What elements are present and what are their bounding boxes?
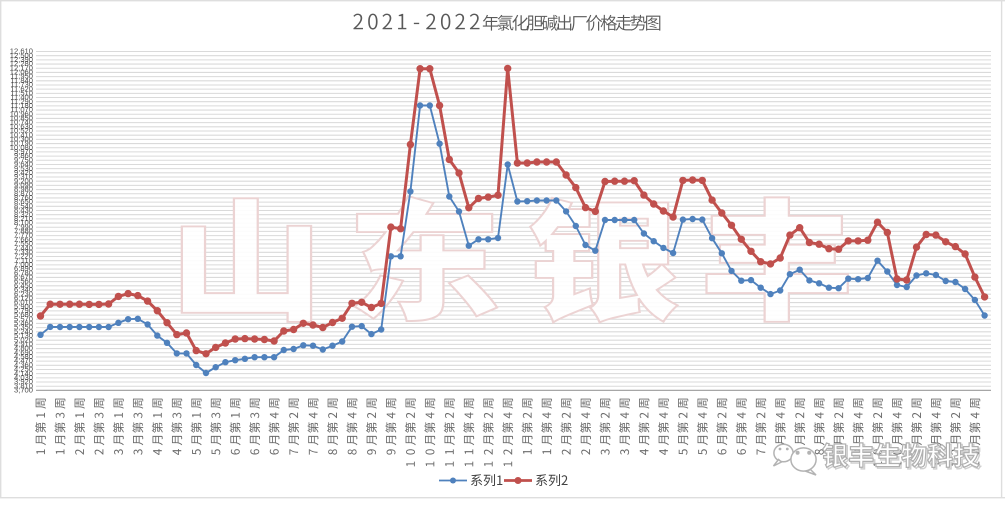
svg-text:11,070: 11,070 [10,105,33,114]
svg-text:6,450: 6,450 [14,281,33,290]
svg-text:9,310: 9,310 [14,172,33,181]
svg-text:10,080: 10,080 [10,143,33,152]
svg-text:10,740: 10,740 [10,118,33,127]
svg-text:9,860: 9,860 [14,151,33,160]
svg-text:5,020: 5,020 [14,335,33,344]
svg-text:6,010: 6,010 [14,298,33,307]
svg-text:5,790: 5,790 [14,306,33,315]
svg-text:5,900: 5,900 [14,302,33,311]
svg-text:12,280: 12,280 [10,59,33,68]
svg-text:11,730: 11,730 [10,80,33,89]
svg-text:9,090: 9,090 [14,180,33,189]
svg-text:7,110: 7,110 [15,256,33,265]
svg-text:4,580: 4,580 [14,352,33,361]
svg-text:5,240: 5,240 [14,327,33,336]
svg-text:4,030: 4,030 [14,373,33,382]
svg-text:11,180: 11,180 [10,101,33,110]
svg-text:4,250: 4,250 [14,365,33,374]
svg-text:10,850: 10,850 [10,114,33,123]
svg-text:10,630: 10,630 [10,122,33,131]
svg-text:12,170: 12,170 [10,63,33,72]
svg-text:11,400: 11,400 [10,93,33,102]
svg-text:11,510: 11,510 [10,88,33,97]
svg-text:8,540: 8,540 [14,201,33,210]
svg-text:9,640: 9,640 [14,160,33,169]
svg-text:12,500: 12,500 [10,51,33,60]
svg-text:12,390: 12,390 [10,55,33,64]
svg-text:9,750: 9,750 [14,155,33,164]
svg-text:10,520: 10,520 [10,126,33,135]
svg-text:10,960: 10,960 [10,109,33,118]
svg-text:4,690: 4,690 [14,348,33,357]
svg-text:8,870: 8,870 [14,189,33,198]
svg-text:9,200: 9,200 [14,176,33,185]
svg-text:8,320: 8,320 [14,210,33,219]
svg-text:7,220: 7,220 [14,252,33,261]
svg-text:3,700: 3,700 [14,386,33,395]
svg-text:4,140: 4,140 [14,369,33,378]
svg-text:7,440: 7,440 [14,243,33,252]
svg-text:7,000: 7,000 [14,260,33,269]
svg-text:6,890: 6,890 [14,264,33,273]
svg-text:8,760: 8,760 [14,193,33,202]
svg-text:8,430: 8,430 [14,206,33,215]
svg-text:5,460: 5,460 [14,319,33,328]
svg-text:6,120: 6,120 [14,293,33,302]
svg-text:4,360: 4,360 [14,360,33,369]
svg-text:4,910: 4,910 [14,339,33,348]
svg-text:6,670: 6,670 [14,273,33,282]
svg-text:8,210: 8,210 [14,214,33,223]
svg-text:11,950: 11,950 [10,72,33,81]
svg-text:7,770: 7,770 [14,231,33,240]
svg-text:4,470: 4,470 [14,356,33,365]
svg-text:9,420: 9,420 [14,168,33,177]
svg-text:3,810: 3,810 [14,381,33,390]
svg-text:7,660: 7,660 [14,235,33,244]
svg-text:7,330: 7,330 [14,247,33,256]
svg-text:11,290: 11,290 [10,97,33,106]
svg-text:6,230: 6,230 [14,289,33,298]
svg-text:12,610: 12,610 [10,47,33,56]
svg-text:10,190: 10,190 [10,139,33,148]
svg-text:5,130: 5,130 [14,331,33,340]
svg-text:7,550: 7,550 [14,239,33,248]
svg-text:3,920: 3,920 [14,377,33,386]
svg-text:10,410: 10,410 [10,130,33,139]
svg-text:9,970: 9,970 [14,147,33,156]
svg-text:8,650: 8,650 [14,197,33,206]
svg-text:11,840: 11,840 [10,76,33,85]
svg-text:5,350: 5,350 [14,323,33,332]
svg-text:6,340: 6,340 [14,285,33,294]
svg-text:11,620: 11,620 [10,84,33,93]
svg-text:6,560: 6,560 [14,277,33,286]
svg-text:10,300: 10,300 [10,134,33,143]
svg-text:5,570: 5,570 [14,314,33,323]
svg-text:9,530: 9,530 [14,164,33,173]
svg-text:8,980: 8,980 [14,185,33,194]
svg-text:5,680: 5,680 [14,310,33,319]
svg-text:7,990: 7,990 [14,222,33,231]
svg-text:8,100: 8,100 [14,218,33,227]
svg-text:6,780: 6,780 [14,268,33,277]
svg-text:12,060: 12,060 [10,68,33,77]
svg-text:7,880: 7,880 [14,227,33,236]
svg-text:4,800: 4,800 [14,344,33,353]
